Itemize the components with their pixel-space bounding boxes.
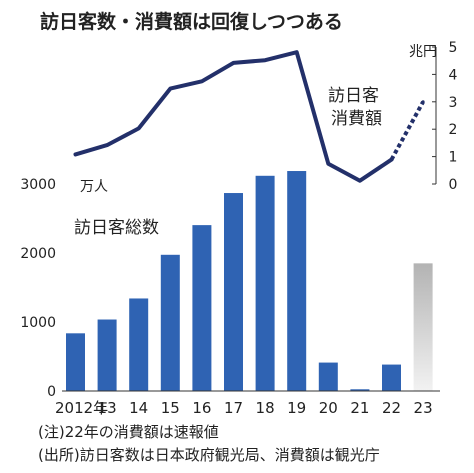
bar-series-name: 訪日客総数 [74,218,159,238]
line-point-9 [358,179,362,183]
x-tick-label-4: 16 [192,399,211,417]
x-tick-label-2: 14 [129,399,148,417]
line-point-1 [105,143,109,147]
line-point-11 [421,100,425,104]
x-tick-label-6: 18 [256,399,275,417]
right-axis: 0 1 2 3 4 5 [432,40,458,193]
line-point-2 [137,126,141,130]
bar-3 [160,254,180,391]
x-tick-label-8: 20 [319,399,338,417]
x-tick-label-11: 23 [414,399,433,417]
x-tick-label-0: 2012年 [55,399,108,417]
x-tick-label-9: 21 [350,399,369,417]
line-point-6 [263,58,267,62]
line-point-0 [74,152,77,156]
right-tick-label-0: 0 [449,177,458,193]
line-series-name-2: 消費額 [331,109,382,129]
x-tick-label-5: 17 [224,399,243,417]
bar-6 [255,175,275,391]
note-source: (出所)訪日客数は日本政府観光局、消費額は観光庁 [38,446,380,464]
bars-layer [66,171,433,391]
line-point-7 [295,50,299,54]
bar-9 [350,389,370,391]
line-unit-label: 兆円 [409,44,437,60]
left-tick-label-3: 3000 [20,177,56,193]
x-tick-label-10: 22 [382,399,401,417]
right-tick-label-2: 2 [449,122,458,138]
line-series-preliminary [389,100,425,161]
bar-unit-label: 万人 [80,179,108,195]
line-series-name-1: 訪日客 [328,86,379,106]
left-tick-label-0: 0 [47,384,56,400]
x-tick-label-1: 13 [98,399,117,417]
note-preliminary: (注)22年の消費額は速報値 [38,423,219,441]
bar-5 [224,193,243,391]
line-point-8 [326,162,330,166]
left-tick-label-1: 1000 [20,315,56,331]
right-tick-label-1: 1 [449,150,458,166]
line-point-3 [168,87,172,91]
left-axis: 0 1000 2000 3000 [20,177,56,400]
right-tick-label-5: 5 [449,40,458,56]
line-layer [73,50,425,183]
chart-title: 訪日客数・消費額は回復しつつある [40,10,343,33]
x-tick-label-3: 15 [161,399,180,417]
x-tick-label-7: 19 [287,399,306,417]
line-point-5 [232,61,235,65]
line-point-4 [200,79,204,83]
bar-7 [287,171,307,391]
bar-0 [66,333,85,391]
bar-estimate-11 [413,263,433,391]
bar-1 [97,319,117,391]
line-point-10 [390,158,393,162]
bar-4 [192,225,212,391]
left-tick-label-2: 2000 [20,246,56,262]
right-tick-label-4: 4 [449,67,458,83]
bar-10 [382,364,401,391]
bar-2 [129,298,149,391]
bar-8 [318,362,338,391]
right-tick-label-3: 3 [449,95,458,111]
